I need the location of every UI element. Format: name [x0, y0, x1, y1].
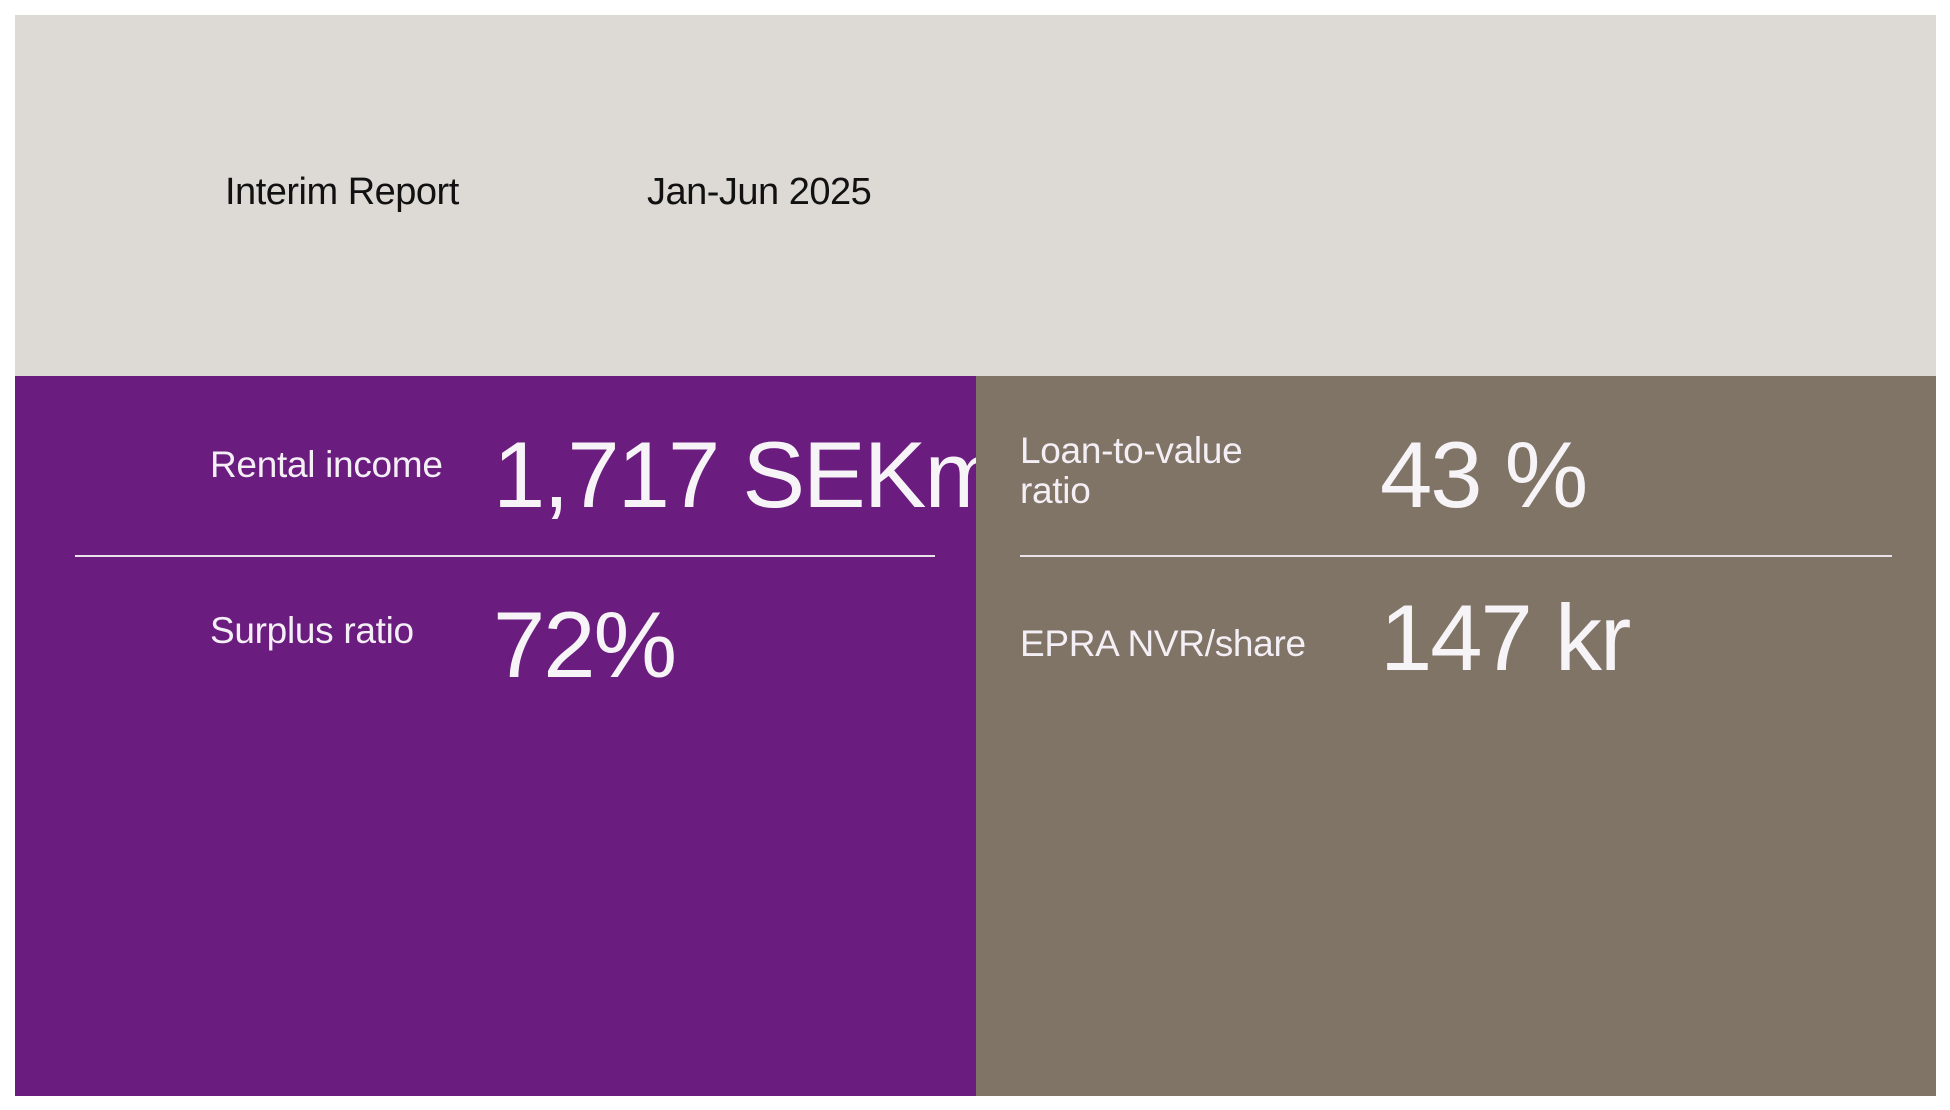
rental-income-label: Rental income: [210, 444, 443, 485]
surplus-ratio-value: 72%: [493, 592, 677, 697]
header-band: Interim Report Jan-Jun 2025: [15, 15, 1936, 376]
report-title: Interim Report: [225, 171, 459, 213]
surplus-ratio-label: Surplus ratio: [210, 610, 414, 651]
rental-income-value: 1,717 SEKm: [493, 422, 1003, 527]
right-metrics-panel: Loan-to-value ratio 43 % EPRA NVR/share …: [976, 376, 1936, 1096]
loan-to-value-value: 43 %: [1380, 422, 1588, 527]
left-divider: [75, 555, 935, 557]
left-metrics-panel: Rental income 1,717 SEKm Surplus ratio 7…: [15, 376, 1003, 1096]
epra-nvr-share-value: 147 kr: [1380, 585, 1631, 690]
right-divider: [1020, 555, 1892, 557]
loan-to-value-label-line1: Loan-to-value: [1020, 430, 1243, 471]
report-period: Jan-Jun 2025: [647, 171, 872, 213]
slide: Interim Report Jan-Jun 2025 Rental incom…: [15, 15, 1936, 1096]
loan-to-value-label-line2: ratio: [1020, 470, 1091, 511]
epra-nvr-share-label: EPRA NVR/share: [1020, 623, 1306, 664]
